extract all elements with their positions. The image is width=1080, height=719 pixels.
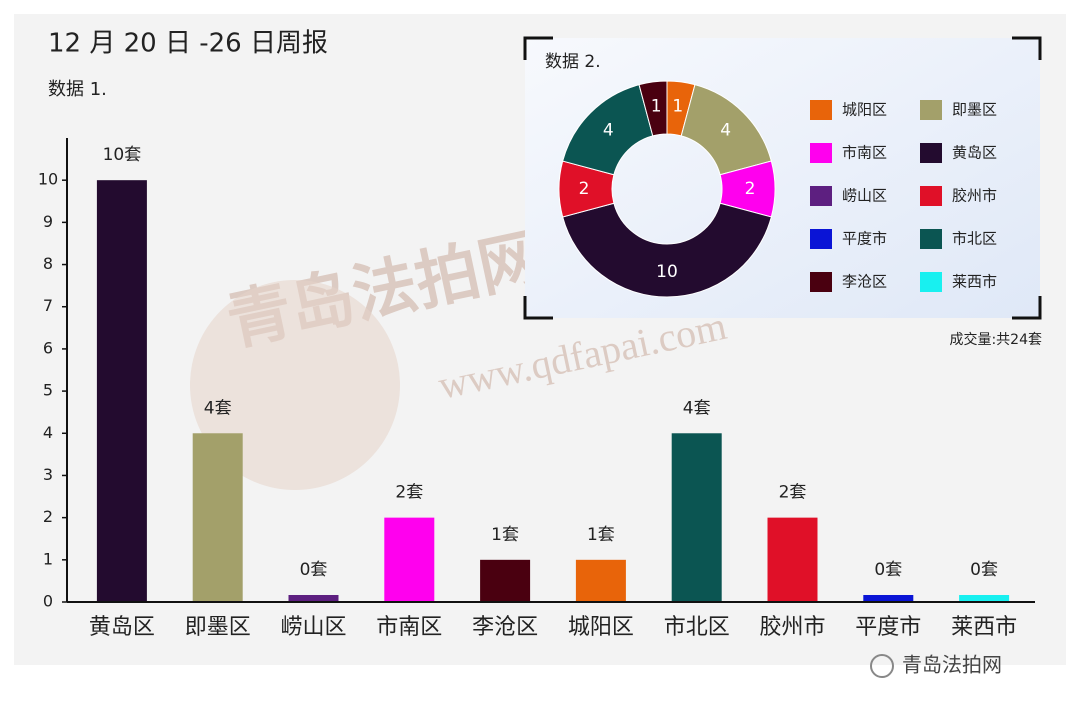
slice-label: 1 [651,97,662,117]
legend-label: 市北区 [952,230,997,248]
legend-label: 胶州市 [952,187,997,205]
donut-slice [638,80,668,137]
legend-label: 城阳区 [842,101,887,119]
slice-label: 4 [603,120,614,140]
y-tick-label: 5 [43,381,53,400]
inset-frame [523,36,1042,320]
y-tick-label: 7 [43,296,53,315]
legend-label: 莱西市 [952,273,997,291]
y-tick-label: 1 [43,549,53,568]
legend-swatch [920,272,942,292]
value-label: 0套 [970,560,998,580]
slice-label: 10 [656,262,678,282]
donut-slice [562,202,772,298]
value-label: 0套 [874,560,902,580]
bar [575,559,626,602]
legend-label: 平度市 [842,230,887,248]
bar [192,433,243,602]
legend-swatch [810,272,832,292]
y-tick-label: 3 [43,465,53,484]
legend-swatch [810,229,832,249]
slice-label: 1 [672,97,683,117]
slice-label: 4 [720,120,731,140]
bar [288,595,339,602]
y-tick-label: 4 [43,423,53,442]
legend-swatch [810,100,832,120]
value-label: 10套 [103,145,142,165]
x-tick-label: 城阳区 [568,615,634,640]
x-tick-label: 平度市 [855,615,921,640]
y-tick-label: 8 [43,254,53,273]
legend-swatch [810,186,832,206]
legend-swatch [920,229,942,249]
bar [480,559,531,602]
x-tick-label: 莱西市 [951,615,1017,640]
legend-swatch [920,100,942,120]
x-tick-label: 市北区 [664,615,730,640]
value-label: 1套 [587,525,615,545]
slice-label: 2 [745,179,756,199]
x-tick-label: 即墨区 [185,615,251,640]
legend-swatch [920,143,942,163]
chart-subtitle: 数据 1. [48,79,107,100]
y-tick-label: 10 [38,170,58,189]
y-tick-label: 6 [43,338,53,357]
note: 成交量:共24套 [949,331,1042,348]
x-tick-label: 胶州市 [759,615,825,640]
wechat-icon [870,654,894,678]
legend-label: 市南区 [842,144,887,162]
bar [959,595,1010,602]
x-tick-label: 黄岛区 [89,615,155,640]
x-tick-label: 崂山区 [280,615,346,640]
legend-swatch [920,186,942,206]
legend-swatch [810,143,832,163]
value-label: 1套 [491,525,519,545]
bar [671,433,722,602]
source: 青岛法拍网 [902,653,1002,677]
value-label: 0套 [300,560,328,580]
legend-label: 即墨区 [952,101,997,119]
y-tick-label: 2 [43,507,53,526]
value-label: 4套 [204,398,232,418]
bar [863,595,914,602]
bar [767,517,818,602]
x-tick-label: 李沧区 [472,615,538,640]
legend-label: 黄岛区 [952,144,997,162]
bar [384,517,435,602]
slice-label: 2 [579,179,590,199]
inset-title: 数据 2. [545,52,601,72]
value-label: 2套 [395,483,423,503]
bar [96,180,147,602]
y-tick-label: 9 [43,212,53,231]
y-tick-label: 0 [43,592,53,611]
legend-label: 李沧区 [842,273,887,291]
chart-title: 12 月 20 日 -26 日周报 [48,29,328,59]
value-label: 4套 [683,398,711,418]
value-label: 2套 [779,483,807,503]
x-tick-label: 市南区 [376,615,442,640]
legend-label: 崂山区 [842,187,887,205]
